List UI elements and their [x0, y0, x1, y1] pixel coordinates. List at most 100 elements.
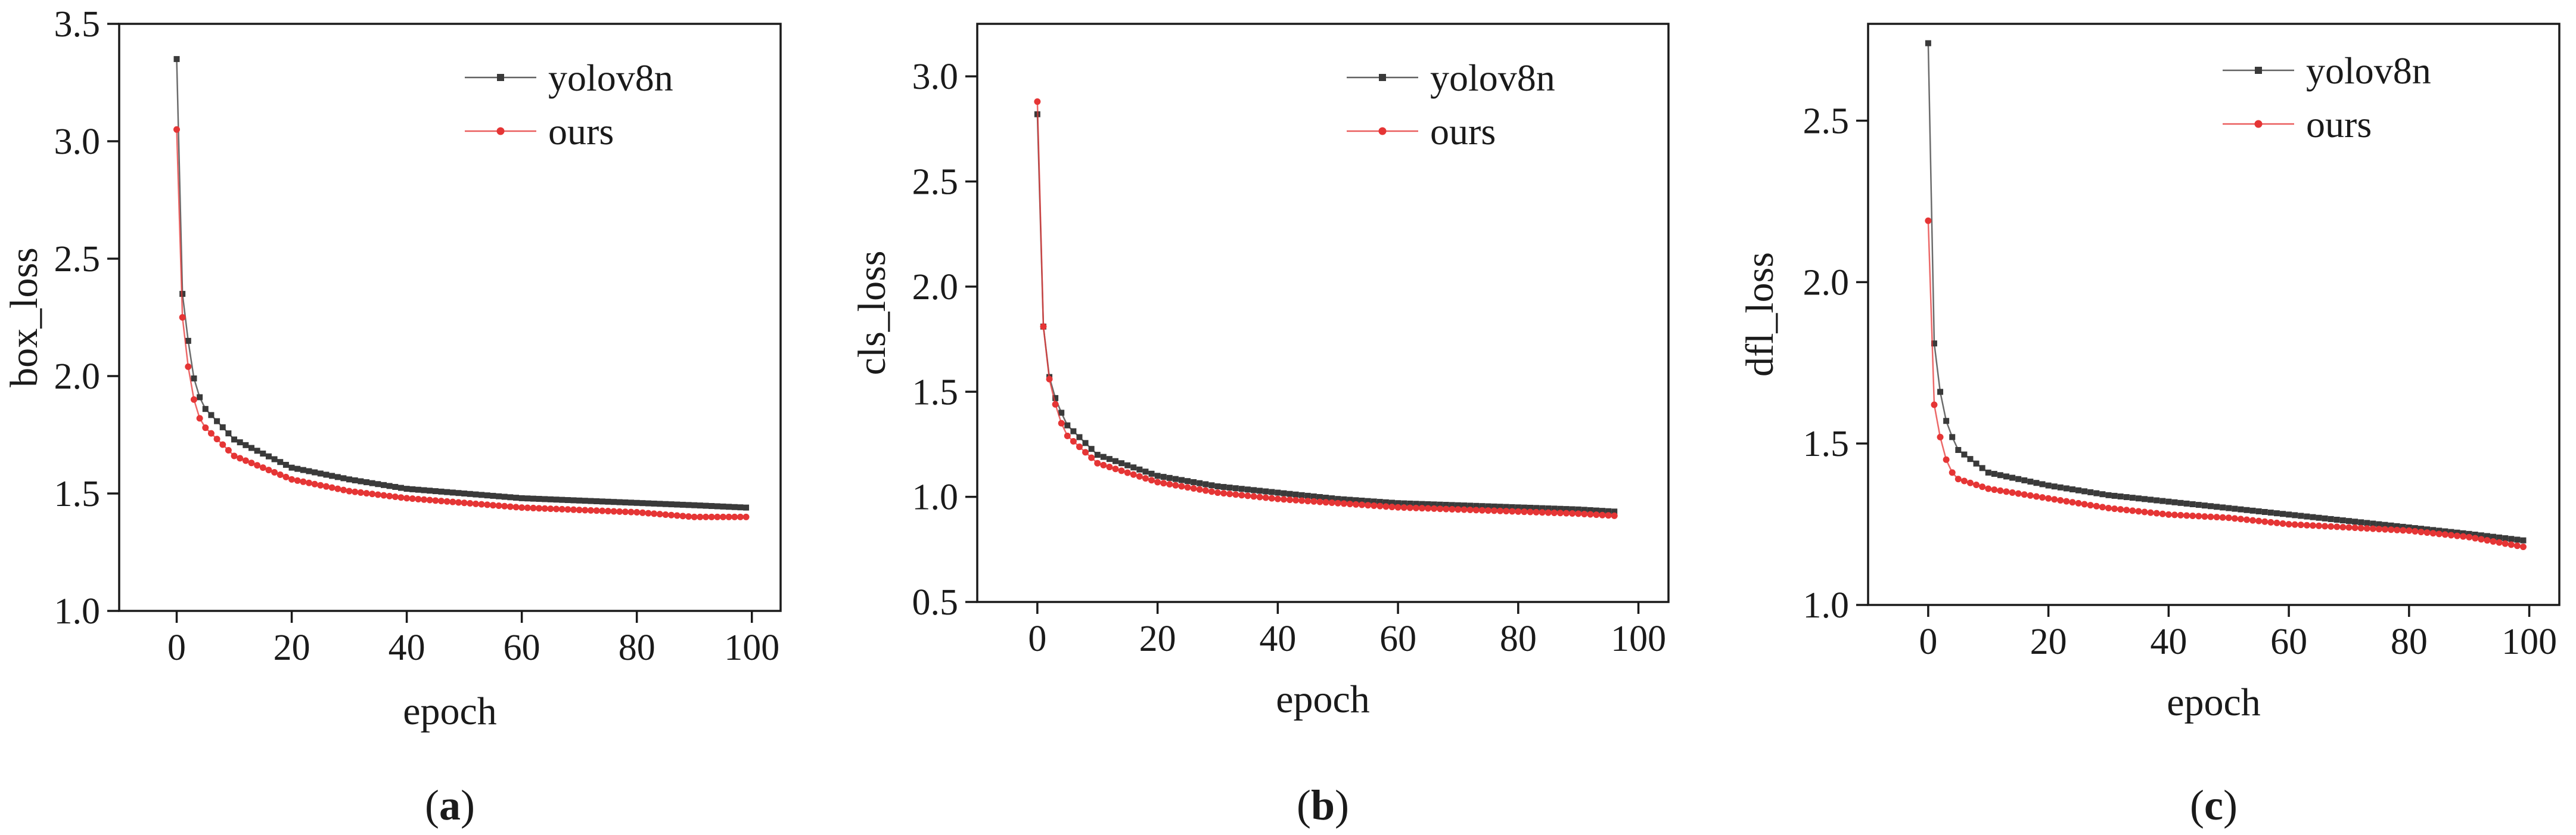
y-tick-label: 1.5 [54, 474, 101, 514]
data-point [207, 430, 215, 437]
data-point [2165, 511, 2172, 518]
data-point [2394, 526, 2401, 533]
series-yolov8n [1925, 40, 2527, 544]
data-point [2051, 496, 2058, 503]
data-point [564, 506, 571, 513]
data-point [369, 491, 376, 498]
data-point [1455, 502, 1461, 508]
series-line-yolov8n [1036, 114, 1615, 513]
data-point [2381, 526, 2388, 533]
data-point [1611, 512, 1618, 519]
data-point [541, 505, 548, 512]
data-point [679, 513, 686, 520]
x-tick-label: 20 [1139, 619, 1176, 659]
data-point [1533, 505, 1540, 511]
data-point [2003, 488, 2010, 495]
data-point [208, 412, 215, 418]
data-point [1353, 497, 1359, 504]
data-point [2147, 509, 2154, 516]
data-point [2213, 514, 2220, 521]
data-point [1943, 418, 1950, 424]
data-point [2520, 537, 2527, 544]
data-point [542, 496, 548, 502]
data-point [374, 491, 381, 498]
data-point [2273, 510, 2280, 517]
data-point [1341, 496, 1347, 502]
data-point [2087, 489, 2094, 495]
data-point [2261, 509, 2268, 515]
data-point [2496, 534, 2503, 541]
data-point [2249, 507, 2256, 514]
data-point [1118, 460, 1125, 467]
data-point [392, 483, 399, 490]
data-point [697, 502, 703, 509]
y-tick-label: 1.5 [1803, 424, 1850, 464]
data-point [213, 436, 220, 443]
data-point [196, 415, 203, 422]
data-point [1034, 98, 1041, 105]
data-point [1232, 491, 1239, 498]
data-point [1328, 499, 1335, 507]
data-point [2183, 500, 2190, 507]
y-tick-label: 2.0 [54, 356, 101, 397]
data-point [1148, 477, 1155, 484]
data-point [1593, 507, 1599, 514]
data-point [1490, 507, 1497, 514]
data-point [329, 473, 335, 479]
legend-label-yolov8n: yolov8n [1430, 57, 1555, 99]
data-point [2514, 536, 2521, 543]
data-point [1371, 502, 1378, 509]
data-point [2286, 511, 2292, 518]
data-point [2117, 506, 2124, 513]
data-point [731, 504, 738, 510]
data-point [340, 486, 347, 493]
data-point [1208, 488, 1215, 495]
data-point [334, 474, 341, 480]
data-point [1527, 508, 1534, 516]
x-tick-label: 80 [619, 628, 655, 668]
data-point [2003, 473, 2009, 480]
data-point [1130, 471, 1137, 478]
data-point [300, 478, 307, 485]
data-point [2069, 486, 2075, 493]
data-point [1298, 497, 1306, 504]
data-point [742, 513, 750, 520]
data-point [512, 504, 520, 511]
y-tick-label: 2.5 [1803, 101, 1850, 142]
data-point [1064, 422, 1071, 429]
data-point [1484, 507, 1491, 514]
data-point [1118, 467, 1125, 474]
data-point [645, 500, 651, 507]
data-point [1466, 507, 1474, 514]
data-point [1100, 461, 1107, 468]
data-point [461, 491, 468, 496]
data-point [576, 507, 583, 514]
data-point [352, 477, 358, 483]
panel-label: (a) [425, 781, 475, 829]
data-point [1966, 479, 1974, 486]
data-point [1076, 443, 1083, 451]
data-point [633, 509, 641, 516]
data-point [2243, 507, 2250, 513]
data-point [1443, 505, 1450, 513]
data-point [2201, 513, 2208, 520]
series-line-ours [1927, 221, 2524, 548]
data-point [2141, 508, 2148, 516]
data-point [1997, 472, 2003, 479]
data-point [1359, 497, 1365, 504]
data-point [651, 510, 658, 517]
data-point [726, 504, 732, 510]
data-point [1954, 476, 1962, 483]
data-point [553, 505, 560, 513]
data-point [1991, 486, 1998, 493]
data-point [1226, 491, 1233, 498]
data-point [1376, 499, 1383, 505]
data-point [627, 508, 635, 516]
data-point [593, 507, 600, 514]
data-point [1575, 506, 1581, 513]
panel-label: (b) [1297, 781, 1349, 829]
data-point [1371, 498, 1377, 505]
x-tick-label: 100 [2502, 622, 2557, 662]
y-tick-label: 1.0 [1803, 585, 1850, 626]
